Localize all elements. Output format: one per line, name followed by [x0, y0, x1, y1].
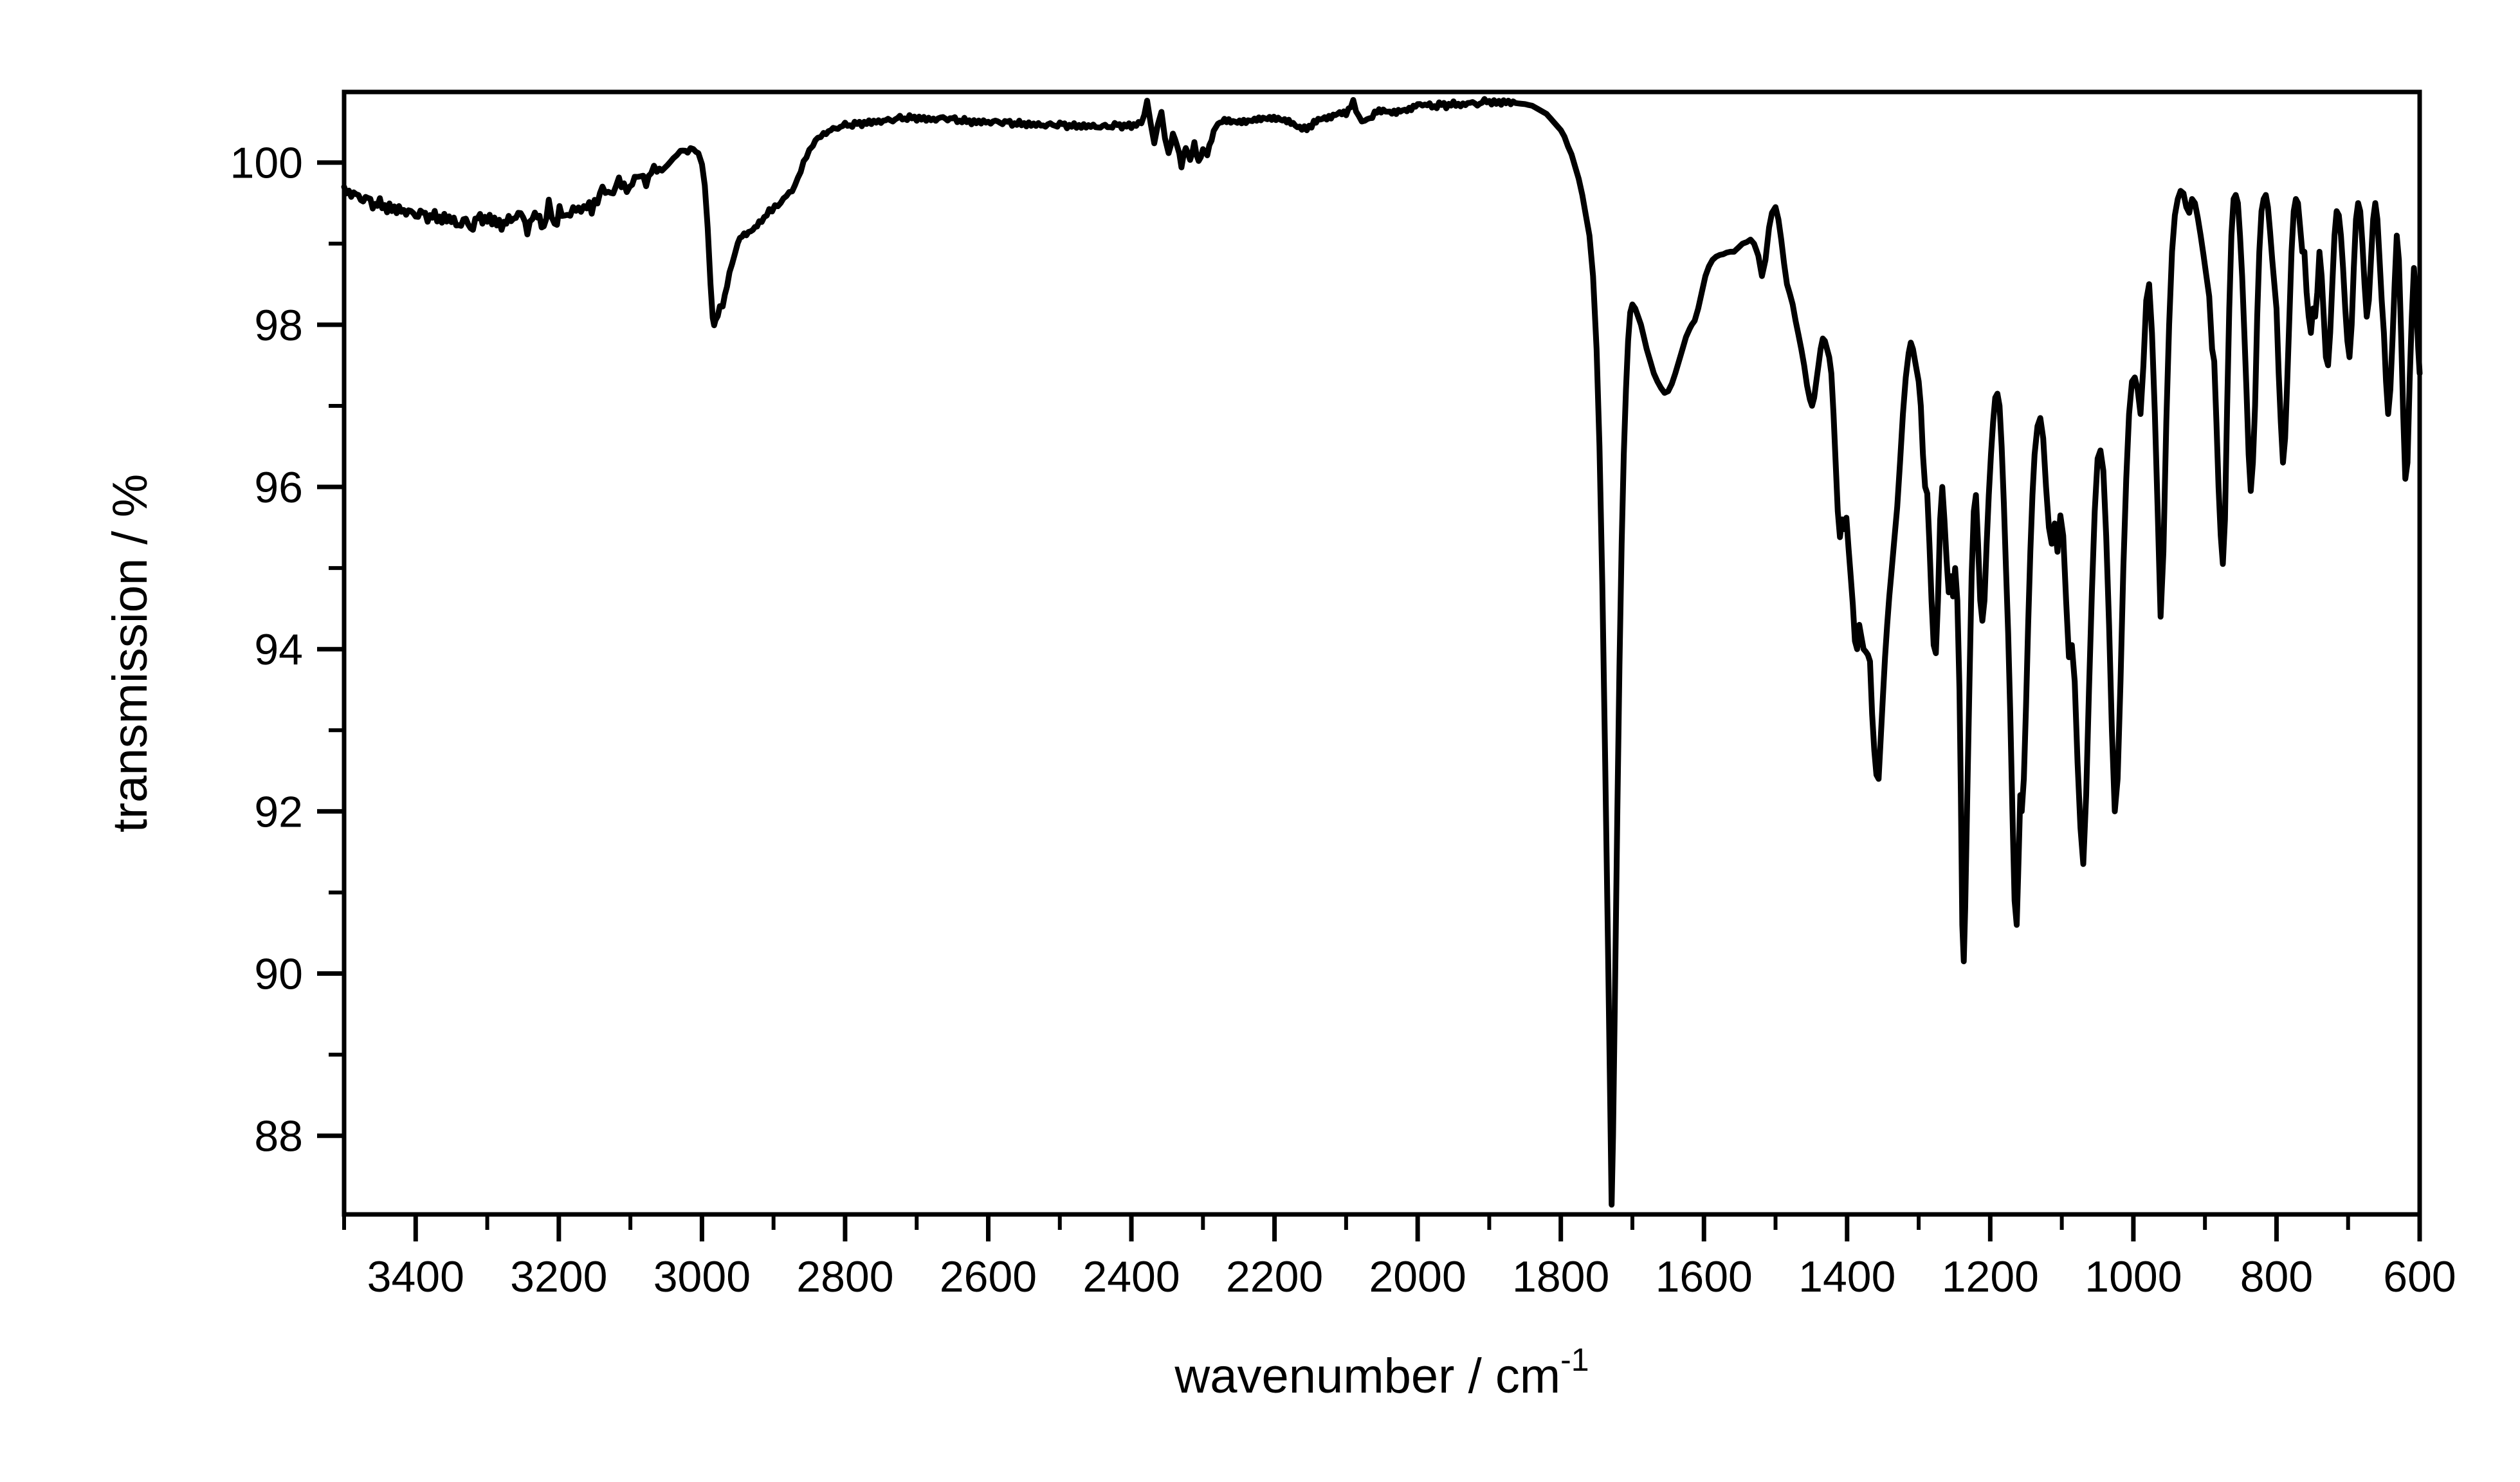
y-tick-label: 94: [254, 625, 303, 674]
x-axis-title-text: wavenumber / cm: [1174, 1349, 1560, 1404]
y-tick-label: 88: [254, 1112, 303, 1161]
y-axis-title: transmission / %: [103, 474, 158, 833]
y-tick-label: 92: [254, 787, 303, 836]
axes-layer: [342, 89, 2422, 1217]
plot-frame: [342, 89, 2422, 1217]
y-tick-label: 100: [230, 139, 303, 188]
y-tick-label: 98: [254, 301, 303, 350]
x-tick-label: 2600: [940, 1252, 1037, 1301]
x-tick-label: 3400: [367, 1252, 464, 1301]
x-tick-label: 3000: [653, 1252, 751, 1301]
y-tick-label: 96: [254, 463, 303, 512]
x-tick-label: 1000: [2085, 1252, 2182, 1301]
spectrum-curve: [341, 96, 2423, 1208]
x-axis-title: wavenumber / cm-1: [1174, 1342, 1589, 1404]
x-tick-label: 1600: [1656, 1252, 1753, 1301]
x-tick-label: 2400: [1082, 1252, 1180, 1301]
x-tick-label: 3200: [510, 1252, 607, 1301]
x-tick-label: 2800: [796, 1252, 893, 1301]
x-tick-label: 1800: [1512, 1252, 1609, 1301]
x-tick-label: 800: [2240, 1252, 2313, 1301]
x-tick-label: 1200: [1942, 1252, 2039, 1301]
x-tick-label: 600: [2383, 1252, 2456, 1301]
y-tick-label: 90: [254, 950, 303, 999]
ticks-layer: [317, 160, 2422, 1241]
x-tick-label: 1400: [1798, 1252, 1895, 1301]
x-tick-label: 2000: [1369, 1252, 1466, 1301]
tick-labels-layer: 3400 3200 3000 2800 2600 2400 2200 2000 1800 1600…: [230, 139, 2456, 1301]
x-tick-label: 2200: [1226, 1252, 1323, 1301]
x-axis-title-superscript: -1: [1560, 1342, 1589, 1378]
